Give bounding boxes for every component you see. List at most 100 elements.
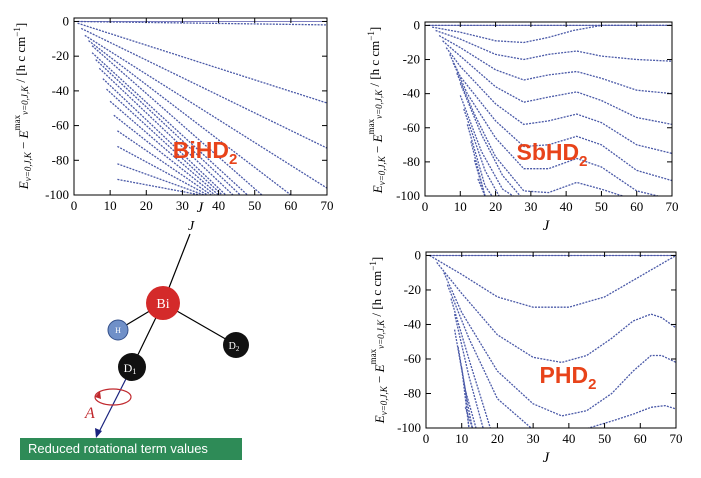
x-axis-label: J bbox=[543, 450, 551, 466]
x-tick-label: 70 bbox=[670, 431, 683, 446]
y-axis-label: Ev=0,J,K − Emaxv=0,J,K / [h c cm−1] bbox=[366, 27, 387, 194]
series-4-line bbox=[438, 35, 672, 95]
y-tick-label: -80 bbox=[403, 154, 420, 169]
y-tick-label: 0 bbox=[415, 247, 422, 262]
x-tick-label: 30 bbox=[524, 199, 537, 214]
x-axis-label: J bbox=[543, 218, 551, 234]
x-tick-label: 0 bbox=[71, 198, 78, 213]
y-tick-label: -100 bbox=[45, 187, 69, 202]
j-axis-label: J bbox=[188, 219, 195, 234]
x-tick-label: 40 bbox=[212, 198, 225, 213]
series-10-line bbox=[461, 367, 470, 428]
y-tick-label: -20 bbox=[404, 282, 421, 297]
atom-h-label: H bbox=[115, 326, 121, 335]
rotation-arrowhead bbox=[95, 391, 101, 399]
series-8-line bbox=[95, 59, 241, 195]
series-9-line bbox=[98, 67, 234, 195]
series-6-line bbox=[450, 298, 491, 428]
y-tick-label: -20 bbox=[403, 52, 420, 67]
chart-1: 0 10 20 30 40 50 60 70 0 -20 -40 -60 -80 -100 J Ev=0,J,… bbox=[12, 13, 334, 216]
series-9-line bbox=[457, 346, 474, 428]
atom-d2-label: D2 bbox=[229, 341, 240, 353]
series-3-line bbox=[435, 29, 672, 62]
series-11-line bbox=[459, 95, 514, 196]
series-7-line bbox=[453, 313, 484, 428]
x-tick-label: 20 bbox=[491, 431, 504, 446]
series-5-line bbox=[88, 40, 292, 195]
series-12-line bbox=[109, 100, 220, 195]
y-tick-label: -60 bbox=[404, 351, 421, 366]
series-1-line bbox=[77, 20, 327, 26]
y-axis-label: Ev=0,J,K − Emaxv=0,J,K / [h c cm−1] bbox=[368, 257, 389, 424]
x-tick-label: 10 bbox=[455, 431, 468, 446]
series-2-line bbox=[77, 22, 327, 104]
atom-h bbox=[107, 319, 129, 341]
a-axis-label: A bbox=[84, 405, 95, 422]
x-tick-label: 40 bbox=[560, 199, 573, 214]
series-16-line bbox=[117, 163, 205, 195]
series-7-line bbox=[449, 54, 672, 182]
series-3-line bbox=[80, 27, 327, 149]
a-axis-arrowhead bbox=[95, 428, 102, 438]
series-12-line bbox=[463, 108, 500, 196]
chart-2: 0 10 20 30 40 50 60 70 0 -20 -40 -60 -80 -100 J Ev=0,J,… bbox=[366, 17, 679, 234]
x-tick-label: 10 bbox=[104, 198, 117, 213]
x-tick-label: 30 bbox=[176, 198, 189, 213]
series-12-line bbox=[464, 407, 474, 428]
series-6-line bbox=[91, 45, 263, 195]
x-axis-label: J bbox=[197, 200, 205, 216]
x-tick-label: 70 bbox=[666, 199, 679, 214]
footer-caption: Reduced rotational term values bbox=[20, 438, 242, 460]
series-4-line bbox=[443, 272, 676, 417]
series-10-line bbox=[459, 83, 521, 196]
x-tick-label: 20 bbox=[140, 198, 153, 213]
series-3-line bbox=[436, 261, 676, 364]
y-tick-label: 0 bbox=[63, 13, 70, 28]
x-tick-label: 60 bbox=[284, 198, 297, 213]
y-tick-label: -80 bbox=[52, 152, 69, 167]
x-tick-label: 40 bbox=[562, 431, 575, 446]
atom-bi bbox=[146, 286, 180, 320]
y-tick-label: -80 bbox=[404, 385, 421, 400]
series-2-line bbox=[429, 254, 676, 308]
series-11-line bbox=[106, 88, 223, 195]
chart-3: 0 10 20 30 40 50 60 70 0 -20 -40 -60 -80 -100 J Ev=0,J,… bbox=[368, 247, 683, 466]
x-tick-label: 10 bbox=[454, 199, 467, 214]
atom-d1 bbox=[118, 353, 146, 381]
x-tick-label: 50 bbox=[598, 431, 611, 446]
y-tick-label: -60 bbox=[403, 120, 420, 135]
x-tick-label: 0 bbox=[422, 199, 429, 214]
series-17-line bbox=[117, 178, 201, 195]
series-13-line bbox=[113, 114, 216, 195]
x-tick-label: 0 bbox=[423, 431, 430, 446]
y-tick-label: -20 bbox=[52, 48, 69, 63]
plot-frame bbox=[425, 251, 677, 429]
y-tick-label: -60 bbox=[52, 118, 69, 133]
molecule-name-label: SbHD2 bbox=[517, 139, 588, 170]
series-group bbox=[429, 254, 676, 428]
y-tick-label: 0 bbox=[414, 17, 421, 32]
series-8-line bbox=[452, 62, 659, 196]
y-tick-label: -40 bbox=[404, 316, 421, 331]
x-tick-label: 20 bbox=[489, 199, 502, 214]
x-tick-label: 60 bbox=[634, 431, 647, 446]
series-4-line bbox=[84, 34, 327, 189]
series-5-line bbox=[446, 284, 676, 428]
x-tick-label: 50 bbox=[248, 198, 261, 213]
atom-d2 bbox=[223, 332, 249, 358]
x-tick-label: 60 bbox=[630, 199, 643, 214]
x-tick-label: 70 bbox=[321, 198, 334, 213]
y-tick-label: -100 bbox=[396, 188, 420, 203]
y-tick-label: -100 bbox=[397, 420, 421, 435]
series-10-line bbox=[102, 78, 227, 195]
series-6-line bbox=[445, 47, 672, 155]
atom-d1-label: D1 bbox=[124, 361, 137, 376]
series-group bbox=[428, 24, 672, 196]
series-group bbox=[77, 20, 327, 195]
molecule-name-label: PHD2 bbox=[540, 362, 597, 393]
x-tick-label: 50 bbox=[595, 199, 608, 214]
y-tick-label: -40 bbox=[403, 86, 420, 101]
series-14-line bbox=[117, 130, 212, 195]
